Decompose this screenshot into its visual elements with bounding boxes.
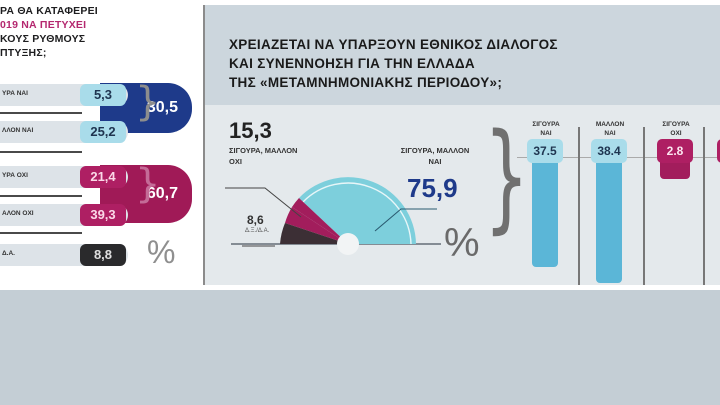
column-sure-yes: ΣΙΓΟΥΡΑ ΝΑΙ 37.5 [517, 115, 575, 285]
column-label-line: ΜΑ [707, 120, 720, 129]
column-label-line: ΟΧΙ [670, 130, 682, 137]
column-label-line: ΝΑΙ [540, 130, 552, 137]
value-pill: 39,3 [80, 204, 126, 226]
yes-label: ΣΙΓΟΥΡΑ, ΜΑΛΛΟΝ ΝΑΙ [380, 145, 490, 167]
brace-icon: } [135, 79, 161, 125]
infographic: ΡΑ ΘΑ ΚΑΤΑΦΕΡΕΙ 019 ΝΑ ΠΕΤΥΧΕΙ ΚΟΥΣ ΡΥΘΜ… [0, 0, 720, 290]
left-title-line: ΠΤΥΞΗΣ; [0, 47, 47, 59]
value-pill: 5,3 [80, 84, 126, 106]
left-panel: ΡΑ ΘΑ ΚΑΤΑΦΕΡΕΙ 019 ΝΑ ΠΕΤΥΧΕΙ ΚΟΥΣ ΡΥΘΜ… [0, 0, 200, 290]
row-label: ΥΡΑ ΝΑΙ [2, 90, 28, 97]
right-title-line: ΤΗΣ «ΜΕΤΑΜΝΗΜΟΝΙΑΚΗΣ ΠΕΡΙΟΔΟΥ»; [229, 75, 503, 90]
no-label-line: ΟΧΙ [229, 157, 242, 166]
yes-total-value: 30,5 [146, 99, 178, 116]
no-label-line: ΣΙΓΟΥΡΑ, ΜΑΛΛΟΝ [229, 146, 298, 155]
right-title-line: ΧΡΕΙΑΖΕΤΑΙ ΝΑ ΥΠΑΡΞΟΥΝ ΕΘΝΙΚΟΣ ΔΙΑΛΟΓΟΣ [229, 37, 558, 52]
column-separator [703, 127, 705, 285]
brace-icon: } [135, 161, 161, 207]
divider [0, 151, 82, 153]
dont-know-value: 8,6 [247, 213, 264, 227]
value-pill: 21,4 [80, 166, 126, 188]
yes-total-value: 75,9 [407, 173, 458, 203]
brace-icon: } [484, 107, 530, 245]
value-pill: 25,2 [80, 121, 126, 143]
column-label-line: ΜΑΛΛΟΝ [595, 121, 625, 128]
left-title-line: ΡΑ ΘΑ ΚΑΤΑΦΕΡΕΙ [0, 5, 98, 17]
row-label: ΛΛΟΝ ΝΑΙ [2, 127, 34, 134]
bar-value: 2.8 [657, 139, 693, 163]
no-label: ΣΙΓΟΥΡΑ, ΜΑΛΛΟΝ ΟΧΙ [229, 145, 297, 167]
right-title: ΧΡΕΙΑΖΕΤΑΙ ΝΑ ΥΠΑΡΞΟΥΝ ΕΘΝΙΚΟΣ ΔΙΑΛΟΓΟΣ … [229, 35, 558, 92]
bar [596, 155, 622, 283]
right-title-line: ΚΑΙ ΣΥΝΕΝΝΟΗΣΗ ΓΙΑ ΤΗΝ ΕΛΛΑΔΑ [229, 56, 475, 71]
column-likely-yes: ΜΑΛΛΟΝ ΝΑΙ 38.4 [581, 115, 639, 285]
column-label-line: ΣΙΓΟΥΡΑ [532, 121, 560, 128]
value-pill: 8,8 [80, 244, 126, 266]
breakdown-bars: ΣΙΓΟΥΡΑ ΝΑΙ 37.5 ΜΑΛΛΟΝ ΝΑΙ 38.4 ΣΙΓΟΥΡΑ [517, 115, 720, 285]
column-label: ΜΑ Ο [707, 120, 720, 138]
column-label-line: ΝΑΙ [604, 130, 616, 137]
row-label: ΥΡΑ ΟΧΙ [2, 172, 28, 179]
right-panel: ΧΡΕΙΑΖΕΤΑΙ ΝΑ ΥΠΑΡΞΟΥΝ ΕΘΝΙΚΟΣ ΔΙΑΛΟΓΟΣ … [203, 5, 720, 285]
row-label: Δ.Α. [2, 250, 15, 257]
bar-value: 37.5 [527, 139, 563, 163]
divider [0, 232, 82, 234]
column-likely-no: ΜΑ Ο 12 [707, 115, 720, 285]
column-separator [578, 127, 580, 285]
column-separator [643, 127, 645, 285]
right-header [205, 5, 720, 105]
yes-label-line: ΝΑΙ [428, 157, 442, 166]
row-label: ΑΛΟΝ ΟΧΙ [2, 210, 34, 217]
column-label: ΣΙΓΟΥΡΑ ΝΑΙ [517, 120, 575, 138]
left-title-line: ΚΟΥΣ ΡΥΘΜΟΥΣ [0, 33, 86, 45]
bar [532, 155, 558, 267]
dont-know-label: Δ.Ξ./Δ.Α. [245, 228, 270, 234]
bar-value: 12 [717, 139, 720, 163]
divider [0, 195, 82, 197]
column-label-line: ΣΙΓΟΥΡΑ [662, 121, 690, 128]
bar-value: 38.4 [591, 139, 627, 163]
left-title-line: 019 ΝΑ ΠΕΤΥΧΕΙ [0, 19, 87, 31]
left-title: ΡΑ ΘΑ ΚΑΤΑΦΕΡΕΙ 019 ΝΑ ΠΕΤΥΧΕΙ ΚΟΥΣ ΡΥΘΜ… [0, 4, 200, 60]
column-sure-no: ΣΙΓΟΥΡΑ ΟΧΙ 2.8 [647, 115, 705, 285]
percent-sign: % [444, 221, 480, 265]
column-label: ΜΑΛΛΟΝ ΝΑΙ [581, 120, 639, 138]
yes-label-line: ΣΙΓΟΥΡΑ, ΜΑΛΛΟΝ [400, 146, 470, 155]
no-total-value: 60,7 [146, 185, 178, 202]
column-label-line: Ο [707, 129, 720, 138]
column-label: ΣΙΓΟΥΡΑ ΟΧΙ [647, 120, 705, 138]
divider [0, 112, 82, 114]
no-total-value: 15,3 [229, 118, 272, 143]
semicircle-gauge [225, 177, 441, 255]
percent-sign: % [147, 234, 176, 270]
